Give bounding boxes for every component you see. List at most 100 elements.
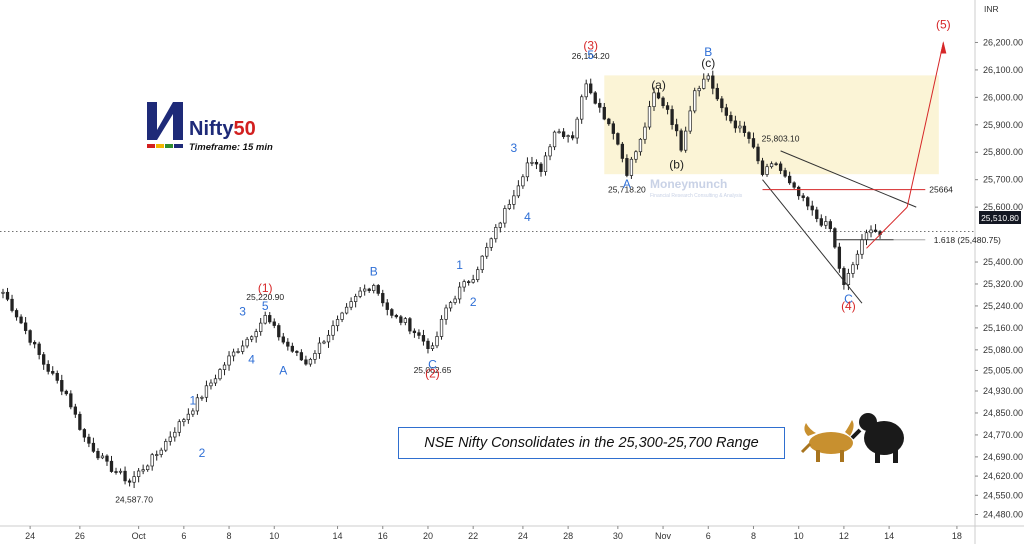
candle-body [494, 227, 498, 240]
candle-body [42, 354, 46, 365]
candle-body [100, 455, 105, 459]
candle-body [295, 350, 299, 353]
y-tick-label: 24,930.00 [983, 386, 1023, 396]
price-label: 25,803.10 [762, 133, 800, 143]
wave-label: 1 [190, 394, 197, 408]
x-tick-label: 10 [794, 531, 804, 541]
candle-body [462, 281, 466, 288]
wave-label: 5 [587, 48, 594, 62]
candle-body [738, 125, 742, 129]
candle-body [503, 208, 507, 224]
wedge-lower-line [762, 179, 863, 304]
candle-body [186, 413, 191, 421]
y-tick-label: 25,400.00 [983, 257, 1023, 267]
candle-body [620, 143, 625, 159]
candle-body [64, 390, 68, 395]
candle-body [367, 288, 371, 291]
y-tick-label: 25,800.00 [983, 147, 1023, 157]
candle-body [453, 298, 457, 303]
candle-body [177, 421, 181, 433]
candle-body [308, 358, 313, 365]
candle-body [512, 195, 516, 205]
wave-label: (1) [258, 281, 273, 295]
candle-body [521, 176, 525, 187]
candle-body [209, 382, 213, 387]
candle-body [561, 131, 566, 137]
candle-body [335, 319, 340, 327]
candle-body [783, 170, 787, 177]
candle-body [5, 291, 10, 300]
candle-body [164, 441, 168, 451]
candle-body [643, 126, 647, 140]
timeframe-label: Timeframe: 15 min [189, 142, 273, 153]
candle-body [417, 332, 421, 336]
x-tick-label: 24 [518, 531, 528, 541]
candle-body [105, 455, 109, 462]
candle-body [751, 138, 756, 148]
candle-body [539, 163, 543, 172]
wedge-upper-line [780, 150, 917, 208]
candle-body [815, 209, 819, 219]
logo-title-name: Nifty [189, 118, 234, 140]
bear-icon [850, 413, 904, 463]
candle-body [51, 371, 55, 374]
watermark-subtitle: Financial Research Consulting & Analysis [650, 193, 743, 199]
candle-body [430, 345, 435, 350]
candle-body [114, 471, 118, 473]
candle-body [742, 125, 747, 133]
candle-body [439, 318, 444, 337]
candle-body [23, 322, 28, 331]
candle-body [10, 298, 14, 311]
candle-body [222, 364, 227, 370]
candle-body [467, 281, 471, 283]
candle-body [218, 369, 222, 380]
candle-body [507, 204, 511, 209]
wave-label: 4 [524, 210, 531, 224]
candle-body [801, 195, 805, 198]
y-tick-label: 24,770.00 [983, 430, 1023, 440]
headline-box: NSE Nifty Consolidates in the 25,300-25,… [398, 427, 785, 459]
x-tick-label: 14 [333, 531, 343, 541]
candle-body [412, 330, 417, 334]
candle-body [810, 205, 814, 211]
x-tick-label: 26 [75, 531, 85, 541]
wave-label: (5) [936, 18, 951, 32]
consolidation-zone [604, 75, 939, 175]
candle-body [697, 88, 701, 92]
candle-body [476, 269, 480, 281]
y-tick-label: 25,320.00 [983, 279, 1023, 289]
candle-body [182, 419, 186, 423]
bull-icon [800, 420, 854, 462]
wave-label: (b) [669, 158, 684, 172]
x-tick-label: 30 [613, 531, 623, 541]
candle-body [259, 322, 263, 332]
candle-body [385, 302, 389, 310]
last-price-tag: 25,510.80 [979, 211, 1021, 224]
candle-body [724, 107, 728, 116]
candle-body [765, 166, 769, 175]
y-tick-label: 25,005.00 [983, 365, 1023, 375]
candle-body [747, 132, 751, 139]
candle-body [787, 175, 792, 184]
candle-body [715, 87, 719, 100]
candle-body [263, 315, 267, 324]
candle-body [245, 338, 249, 347]
candle-body [575, 118, 579, 139]
candle-body [602, 106, 606, 120]
x-tick-label: 16 [378, 531, 388, 541]
candle-body [616, 133, 620, 145]
candle-body [656, 92, 661, 99]
candle-body [60, 380, 64, 392]
candle-body [729, 115, 733, 122]
candle-body [118, 470, 123, 473]
candle-body [471, 279, 475, 283]
x-tick-label: 28 [563, 531, 573, 541]
candle-body [376, 285, 380, 294]
y-tick-label: 24,690.00 [983, 452, 1023, 462]
candle-body [448, 302, 453, 309]
candle-body [774, 163, 778, 166]
candle-body [191, 410, 195, 415]
candle-body [702, 78, 706, 89]
candle-body [611, 123, 615, 134]
